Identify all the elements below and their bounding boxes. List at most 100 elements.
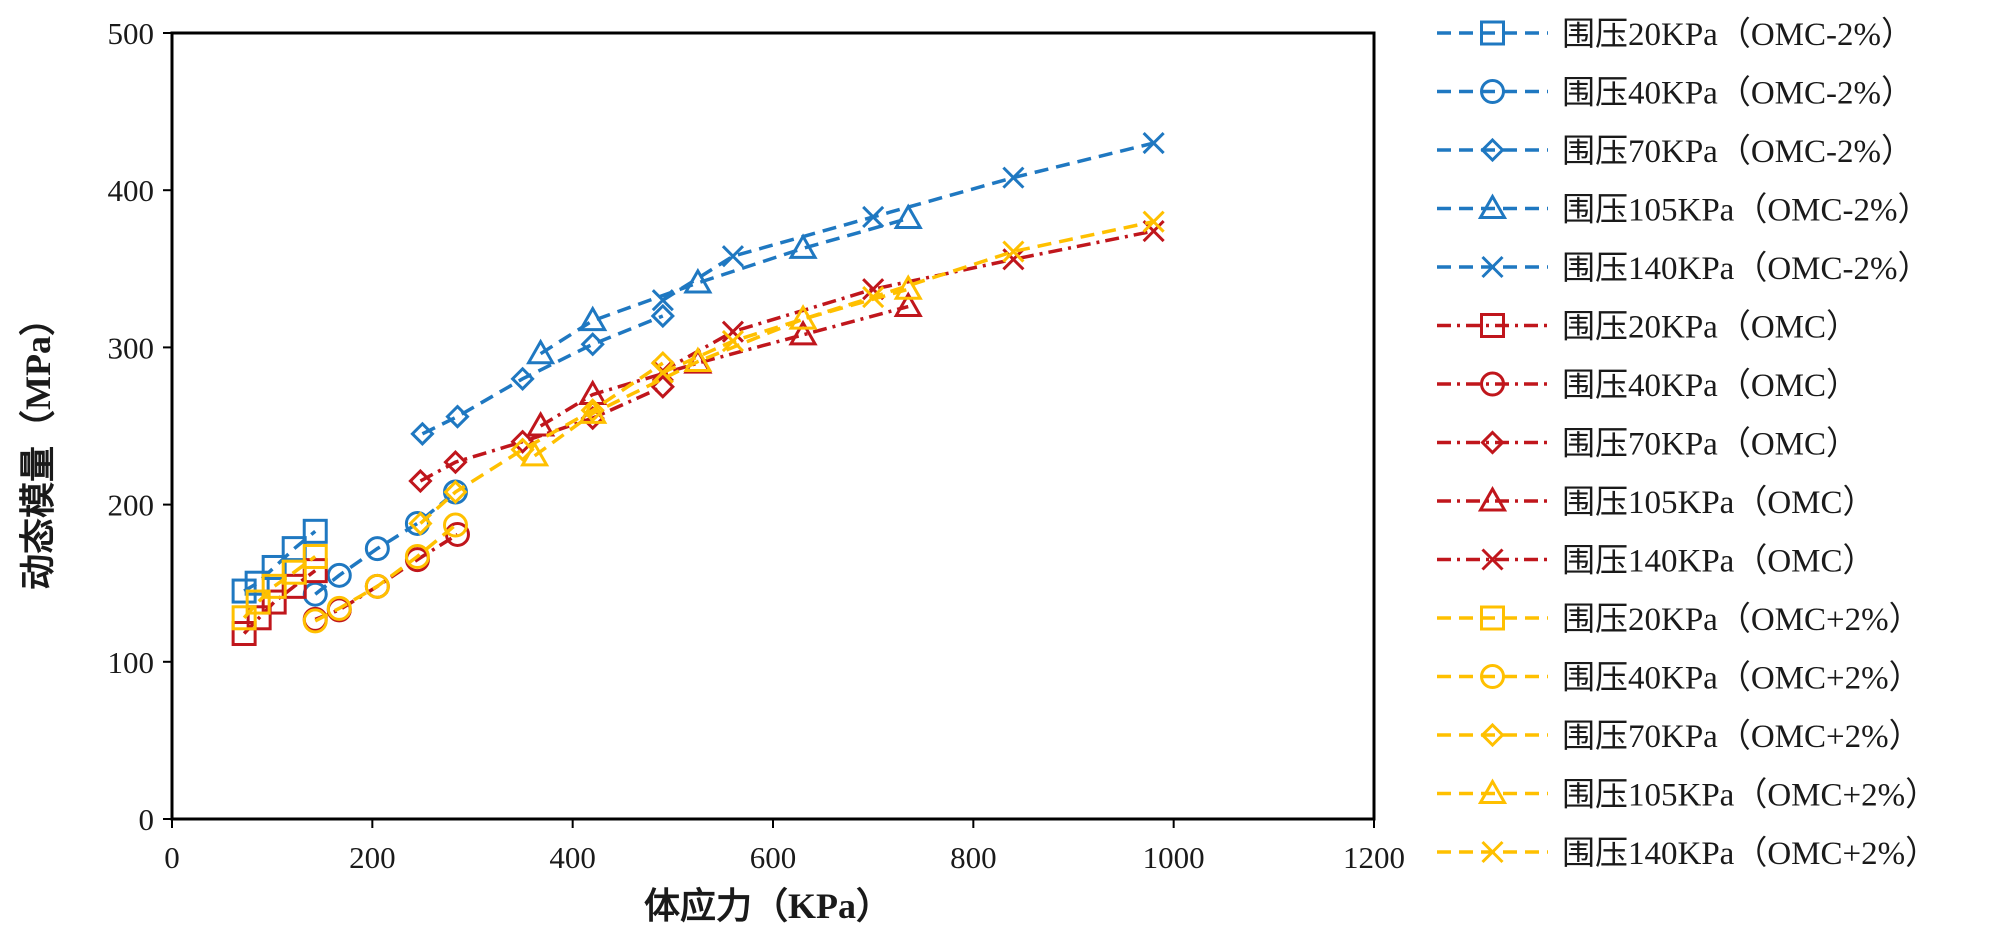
series-line (539, 216, 909, 356)
y-tick-label: 100 (108, 645, 155, 680)
data-point (510, 429, 535, 454)
data-point (245, 589, 271, 615)
legend-item: 围压70KPa（OMC） (1437, 427, 1859, 463)
data-point (404, 543, 430, 569)
legend-label: 围压105KPa（OMC-2%） (1562, 193, 1931, 229)
series-5 (651, 131, 1165, 312)
data-point (788, 233, 818, 259)
data-point (364, 536, 390, 562)
series-line (421, 314, 664, 436)
data-point (246, 605, 272, 631)
data-point (578, 398, 608, 424)
legend-marker (1480, 79, 1505, 104)
legend-label: 围压140KPa（OMC） (1562, 544, 1876, 580)
data-point (862, 286, 885, 309)
data-point (1002, 166, 1025, 189)
data-point (231, 605, 257, 631)
data-point (721, 245, 744, 268)
legend-label: 围压20KPa（OMC） (1562, 310, 1859, 346)
series-11 (231, 543, 328, 631)
legend-item: 围压40KPa（OMC） (1437, 368, 1859, 404)
data-point (578, 305, 608, 332)
legend-label: 围压70KPa（OMC+2%） (1562, 719, 1922, 755)
legend-item: 围压20KPa（OMC+2%） (1437, 602, 1922, 638)
x-tick-label: 600 (750, 840, 797, 875)
series-line (314, 523, 457, 623)
series-line (314, 490, 457, 596)
legend-marker (1480, 722, 1505, 748)
data-point (893, 291, 923, 318)
legend-item: 围压140KPa（OMC+2%） (1437, 836, 1938, 872)
y-axis-title: 动态模量（MPa） (18, 300, 58, 590)
data-point (281, 573, 307, 599)
legend-item: 围压105KPa（OMC+2%） (1437, 778, 1938, 814)
legend-marker (1480, 20, 1505, 46)
legend-label: 围压105KPa（OMC+2%） (1562, 778, 1938, 814)
y-tick-label: 200 (108, 488, 155, 523)
data-point (721, 330, 744, 353)
legend-label: 围压40KPa（OMC） (1562, 368, 1859, 404)
x-tick-label: 1000 (1143, 840, 1205, 875)
data-point (862, 205, 885, 228)
legend-label: 围压140KPa（OMC-2%） (1562, 251, 1931, 287)
data-point (580, 332, 605, 357)
data-point (408, 511, 433, 536)
series-line (419, 361, 664, 525)
legend-marker (1477, 778, 1508, 804)
data-point (281, 559, 307, 585)
data-point (443, 479, 468, 505)
legend-item: 围压70KPa（OMC-2%） (1437, 134, 1914, 170)
series-3 (410, 303, 675, 446)
data-point (326, 595, 352, 621)
x-tick-label: 800 (950, 840, 997, 875)
x-axis-title: 体应力（KPa） (644, 886, 892, 926)
legend-label: 围压40KPa（OMC+2%） (1562, 661, 1922, 697)
legend-marker (1480, 371, 1505, 397)
data-point (580, 398, 605, 423)
plot-area (231, 131, 1165, 647)
y-tick-label: 0 (139, 802, 155, 837)
legend-label: 围压70KPa（OMC-2%） (1562, 134, 1914, 170)
x-tick-label: 1200 (1343, 840, 1405, 875)
legend-item: 围压20KPa（OMC） (1437, 310, 1859, 346)
data-point (302, 608, 328, 634)
y-tick-label: 400 (108, 173, 155, 208)
legend-item: 围压105KPa（OMC-2%） (1437, 193, 1931, 229)
legend-label: 围压70KPa（OMC） (1562, 427, 1859, 463)
legend-item: 围压40KPa（OMC+2%） (1437, 661, 1922, 697)
legend-item: 围压40KPa（OMC-2%） (1437, 76, 1914, 112)
legend-marker (1477, 193, 1508, 219)
data-point (788, 319, 818, 346)
data-point (526, 410, 556, 437)
series-10 (651, 220, 1165, 383)
data-point (651, 361, 674, 384)
legend-label: 围压105KPa（OMC） (1562, 485, 1876, 521)
legend-label: 围压40KPa（OMC-2%） (1562, 76, 1914, 112)
data-point (326, 562, 352, 588)
series-12 (302, 512, 468, 634)
data-point (520, 440, 550, 467)
data-point (1142, 131, 1165, 155)
data-point (1142, 210, 1165, 233)
legend-item: 围压70KPa（OMC+2%） (1437, 719, 1922, 755)
data-point (244, 570, 270, 596)
legend-marker (1480, 430, 1505, 455)
x-tick-label: 400 (549, 840, 596, 875)
series-line (661, 229, 1154, 373)
legend-marker (1481, 255, 1504, 279)
data-point (510, 437, 535, 462)
data-point (650, 303, 675, 329)
series-4 (526, 203, 923, 365)
x-tick-label: 200 (349, 840, 396, 875)
data-point (261, 554, 287, 580)
legend: 围压20KPa（OMC-2%） 围压40KPa（OMC-2%） 围压70KPa（OM… (1437, 17, 1938, 872)
data-point (893, 203, 923, 229)
data-point (510, 366, 535, 391)
legend-marker (1480, 137, 1505, 163)
data-point (302, 543, 328, 569)
series-line (539, 304, 909, 428)
series-14 (520, 274, 923, 467)
x-tick-label: 0 (164, 840, 180, 875)
legend-marker (1481, 548, 1504, 571)
data-point (261, 589, 287, 615)
